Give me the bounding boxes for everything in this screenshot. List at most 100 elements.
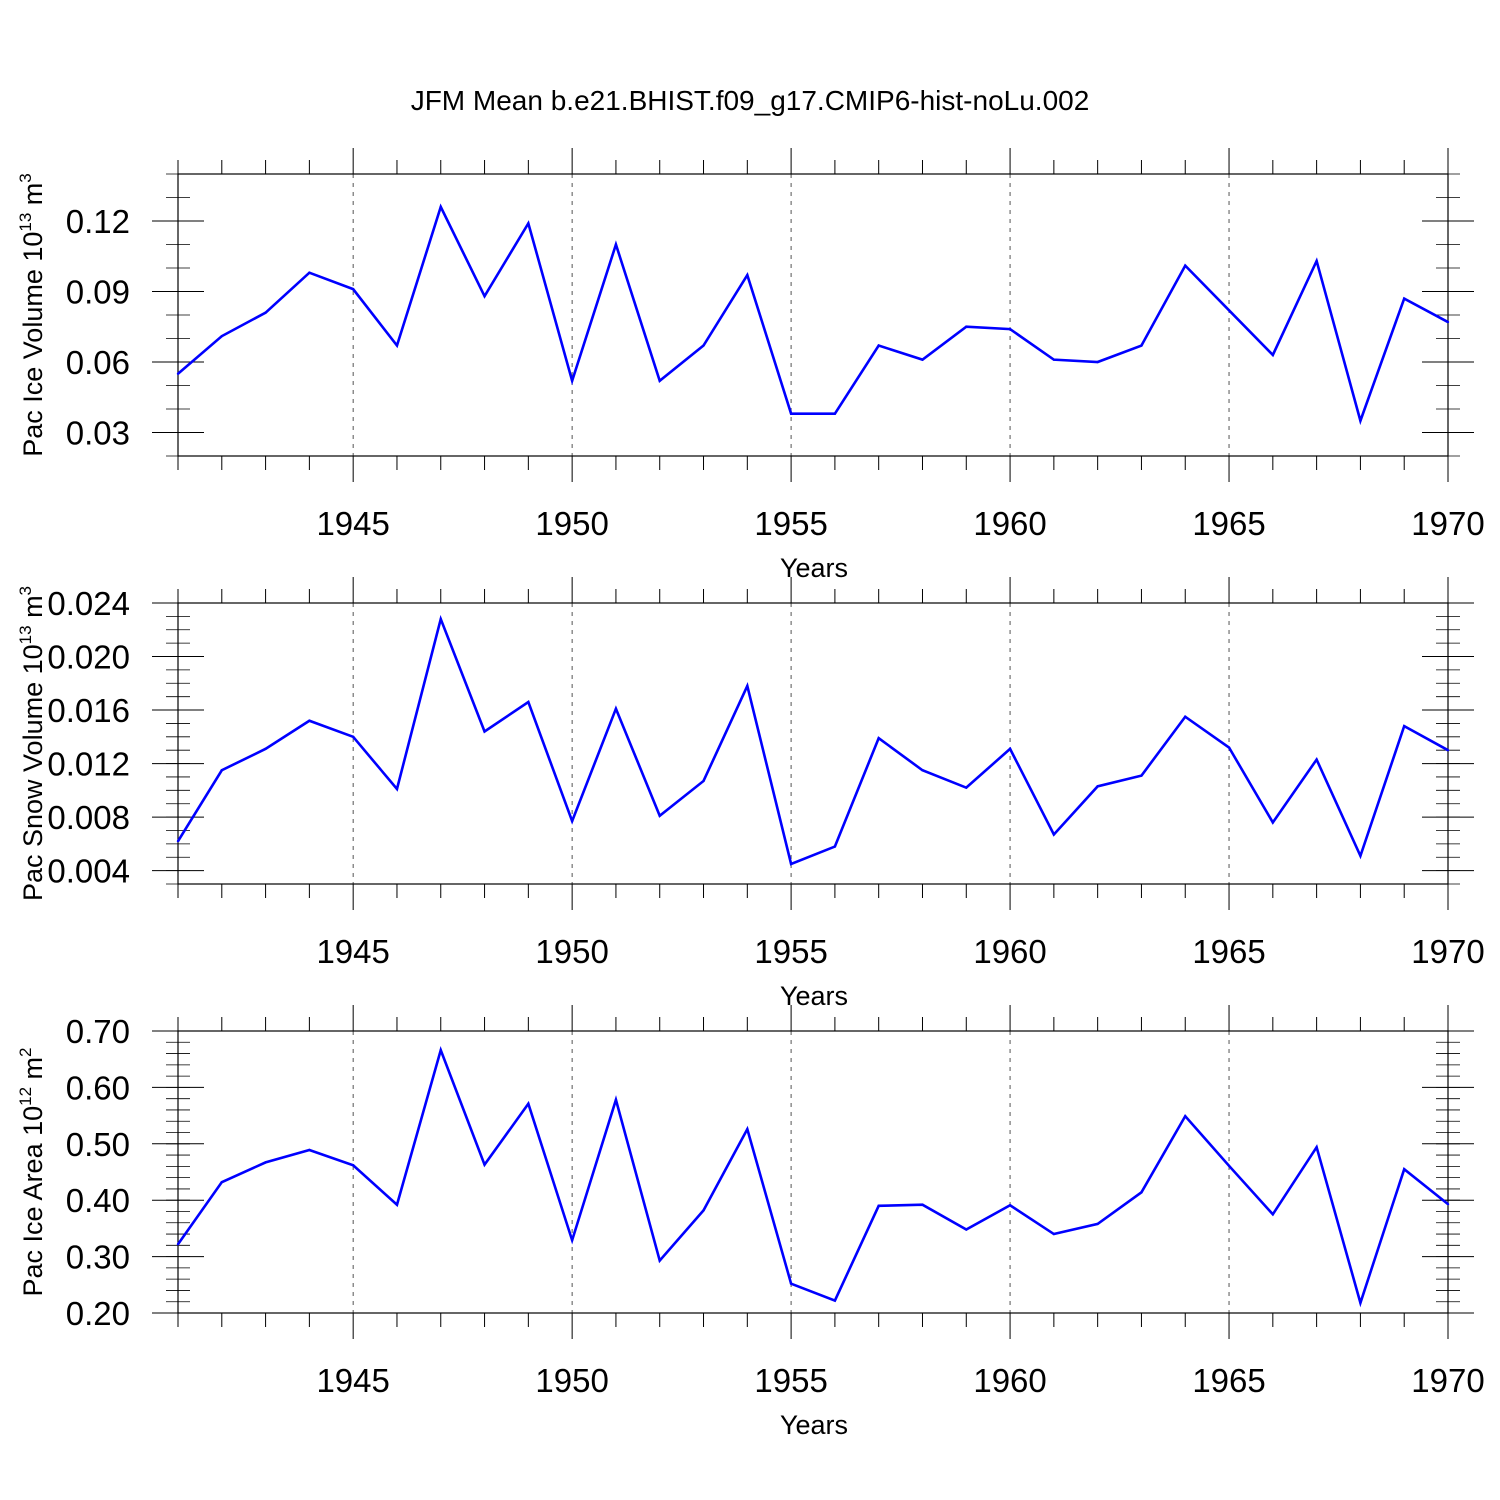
- data-point: [1359, 854, 1362, 858]
- y-tick-label: 0.020: [47, 639, 130, 676]
- data-point: [351, 1164, 355, 1167]
- data-point: [1315, 758, 1318, 761]
- data-point: [1403, 724, 1406, 728]
- data-point: [702, 1209, 705, 1212]
- data-point: [1271, 821, 1275, 824]
- data-point: [527, 222, 530, 225]
- y-tick-label: 0.50: [66, 1126, 130, 1163]
- data-point: [527, 700, 530, 704]
- x-tick-label: 1950: [535, 933, 608, 970]
- x-tick-label: 1960: [973, 505, 1046, 542]
- data-point: [395, 1203, 399, 1206]
- x-tick-label: 1960: [973, 933, 1046, 970]
- data-point: [264, 747, 267, 751]
- data-point: [439, 205, 442, 209]
- data-point: [1184, 715, 1187, 718]
- data-point: [264, 311, 267, 314]
- data-point: [176, 1242, 180, 1246]
- data-point: [1096, 360, 1099, 364]
- data-point: [789, 412, 793, 415]
- data-point: [1446, 748, 1450, 752]
- y-tick-label: 0.024: [47, 585, 130, 622]
- data-point: [1446, 1202, 1450, 1206]
- data-point: [308, 1148, 311, 1152]
- plot-frame: [177, 1030, 1449, 1314]
- data-point: [1315, 1145, 1318, 1149]
- data-point: [483, 1163, 486, 1166]
- data-point: [1052, 1232, 1056, 1236]
- data-point: [1140, 1191, 1143, 1194]
- x-tick-label: 1970: [1411, 505, 1484, 542]
- y-tick-label: 0.016: [47, 692, 130, 729]
- data-point: [570, 1239, 574, 1242]
- data-point: [351, 287, 355, 291]
- y-tick-label: 0.30: [66, 1239, 130, 1276]
- data-point: [1184, 264, 1187, 267]
- data-point: [1008, 327, 1012, 331]
- data-point: [746, 273, 749, 277]
- data-point: [1227, 309, 1231, 312]
- y-axis-title: Pac Snow Volume 1013 m3: [16, 586, 48, 901]
- series-line: [176, 614, 1449, 866]
- data-point: [658, 1259, 661, 1262]
- x-tick-label: 1950: [535, 505, 608, 542]
- chart-panel-2: 0.004 0.008 0.012 0.016 0.020 0.024 1945 1950 19…: [16, 577, 1485, 1011]
- chart-panel-3: 0.20 0.30 0.40 0.50 0.60 0.70 1945 1950 1955 1960…: [16, 1005, 1485, 1440]
- y-tick-label: 0.40: [66, 1182, 130, 1219]
- x-tick-label: 1970: [1411, 1362, 1484, 1399]
- data-point: [921, 358, 924, 361]
- data-point: [439, 1048, 442, 1052]
- data-point: [351, 735, 355, 739]
- y-tick-label: 0.60: [66, 1069, 130, 1106]
- data-point: [527, 1102, 530, 1105]
- x-tick-label: 1965: [1192, 505, 1265, 542]
- data-point: [877, 736, 880, 740]
- data-point: [1359, 419, 1362, 422]
- series-line: [176, 1046, 1449, 1308]
- data-point: [308, 719, 311, 722]
- data-point: [1052, 358, 1056, 361]
- data-point: [176, 839, 180, 843]
- data-point: [702, 779, 705, 783]
- data-point: [1008, 1204, 1012, 1207]
- x-axis-title: Years: [780, 981, 848, 1011]
- data-point: [570, 379, 574, 382]
- data-point: [220, 1180, 223, 1184]
- data-point: [1446, 320, 1450, 324]
- data-point: [1096, 1222, 1099, 1226]
- x-tick-label: 1945: [316, 505, 389, 542]
- y-tick-label: 0.06: [66, 344, 130, 381]
- x-tick-label: 1960: [973, 1362, 1046, 1399]
- data-point: [877, 1204, 880, 1208]
- data-point: [614, 243, 618, 246]
- data-point: [921, 769, 924, 772]
- data-point: [220, 769, 223, 772]
- plot-frame: [177, 602, 1449, 885]
- y-tick-label: 0.03: [66, 415, 130, 452]
- x-axis-title: Years: [780, 553, 848, 583]
- data-point: [789, 862, 793, 866]
- data-point: [614, 1098, 618, 1102]
- data-point: [483, 730, 486, 733]
- data-point: [965, 325, 968, 328]
- data-point: [1096, 785, 1099, 788]
- x-axis-title: Years: [780, 1410, 848, 1440]
- data-point: [1403, 1167, 1406, 1171]
- chart-panel-1: 0.03 0.06 0.09 0.12 1945 1950 1955 1960 1965 1970…: [16, 148, 1485, 583]
- y-axis-title: Pac Ice Area 1012 m2: [16, 1047, 48, 1296]
- y-tick-label: 0.09: [66, 274, 130, 311]
- chart-panels: 0.03 0.06 0.09 0.12 1945 1950 1955 1960 1965 1970…: [16, 148, 1485, 1440]
- data-point: [833, 845, 837, 848]
- data-point: [658, 379, 661, 382]
- chart-title: JFM Mean b.e21.BHIST.f09_g17.CMIP6-hist-…: [411, 85, 1090, 116]
- data-point: [965, 1228, 968, 1231]
- data-point: [1271, 353, 1275, 357]
- data-point: [1227, 746, 1231, 749]
- x-tick-label: 1955: [754, 933, 827, 970]
- data-point: [1008, 747, 1012, 751]
- data-point: [1271, 1213, 1275, 1216]
- series-line: [177, 203, 1449, 426]
- data-point: [614, 707, 618, 710]
- data-point: [658, 814, 661, 817]
